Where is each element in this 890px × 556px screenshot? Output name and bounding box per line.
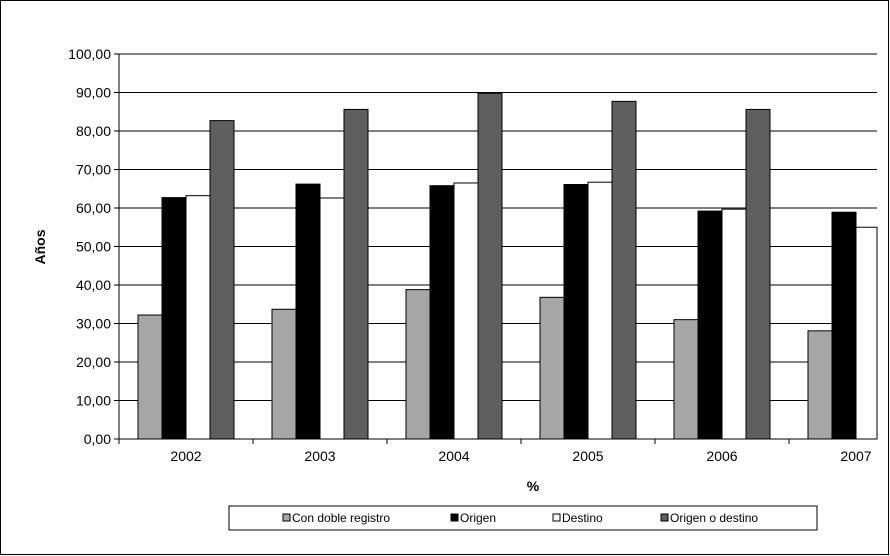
bar-origen-2005 xyxy=(563,184,589,440)
bar-origen-2003 xyxy=(295,183,321,440)
y-tick-labels: 0,00 10,00 20,00 30,00 40,00 50,00 60,00 70,00 8… xyxy=(68,46,111,447)
y-tick-label: 50,00 xyxy=(76,239,111,255)
bar-origen-o-destino-2005 xyxy=(611,100,637,440)
x-axis-title: % xyxy=(527,478,540,494)
bar-origen-o-destino-2003 xyxy=(343,108,369,440)
bar-destino-2007 xyxy=(855,226,878,440)
y-tick-label: 10,00 xyxy=(76,393,111,409)
bar-con-doble-registro-2005 xyxy=(539,296,565,440)
bar-con-doble-registro-2003 xyxy=(271,308,297,440)
bar-origen-2006 xyxy=(697,210,723,440)
y-tick-label: 40,00 xyxy=(76,277,111,293)
bar-con-doble-registro-2002 xyxy=(137,314,163,440)
y-tick-label: 90,00 xyxy=(76,85,111,101)
legend-label: Destino xyxy=(562,511,603,525)
y-tick-label: 30,00 xyxy=(76,316,111,332)
y-axis-title: Años xyxy=(32,229,48,264)
bar-destino-2003 xyxy=(319,197,345,440)
legend-swatch xyxy=(450,513,459,522)
bar-con-doble-registro-2007 xyxy=(807,330,833,440)
x-tick-label: 2004 xyxy=(438,448,469,464)
x-tick-label: 2003 xyxy=(304,448,335,464)
bar-con-doble-registro-2006 xyxy=(673,319,699,440)
y-tick-label: 100,00 xyxy=(68,46,111,62)
x-tick-label: 2006 xyxy=(706,448,737,464)
legend-label: Con doble registro xyxy=(292,511,390,525)
y-tick-label: 60,00 xyxy=(76,200,111,216)
legend-label: Origen xyxy=(460,511,496,525)
y-tick-label: 20,00 xyxy=(76,354,111,370)
x-tick-label: 2005 xyxy=(572,448,603,464)
bar-destino-2002 xyxy=(185,195,211,440)
y-tick-label: 80,00 xyxy=(76,123,111,139)
legend-swatch xyxy=(660,513,669,522)
x-tick-label: 2007 xyxy=(840,448,871,464)
bar-con-doble-registro-2004 xyxy=(405,289,431,440)
legend-label: Origen o destino xyxy=(670,511,758,525)
legend: Con doble registro Origen Destino Origen o … xyxy=(228,505,818,531)
legend-box xyxy=(228,505,818,531)
bar-destino-2005 xyxy=(587,181,613,440)
bar-origen-2007 xyxy=(831,211,857,440)
x-tick-labels: 2002 2003 2004 2005 2006 2007 xyxy=(170,448,871,464)
legend-swatch xyxy=(552,513,561,522)
legend-swatch xyxy=(282,513,291,522)
y-tick-label: 0,00 xyxy=(84,431,111,447)
bars xyxy=(137,92,878,440)
bar-origen-o-destino-2002 xyxy=(209,120,235,440)
x-tick-label: 2002 xyxy=(170,448,201,464)
bar-origen-o-destino-2004 xyxy=(477,92,503,440)
bar-destino-2004 xyxy=(453,182,479,440)
bar-destino-2006 xyxy=(721,208,747,440)
y-tick-label: 70,00 xyxy=(76,162,111,178)
bar-origen-2004 xyxy=(429,185,455,440)
axes xyxy=(114,53,877,444)
bar-origen-2002 xyxy=(161,197,187,440)
bar-origen-o-destino-2006 xyxy=(745,108,771,440)
